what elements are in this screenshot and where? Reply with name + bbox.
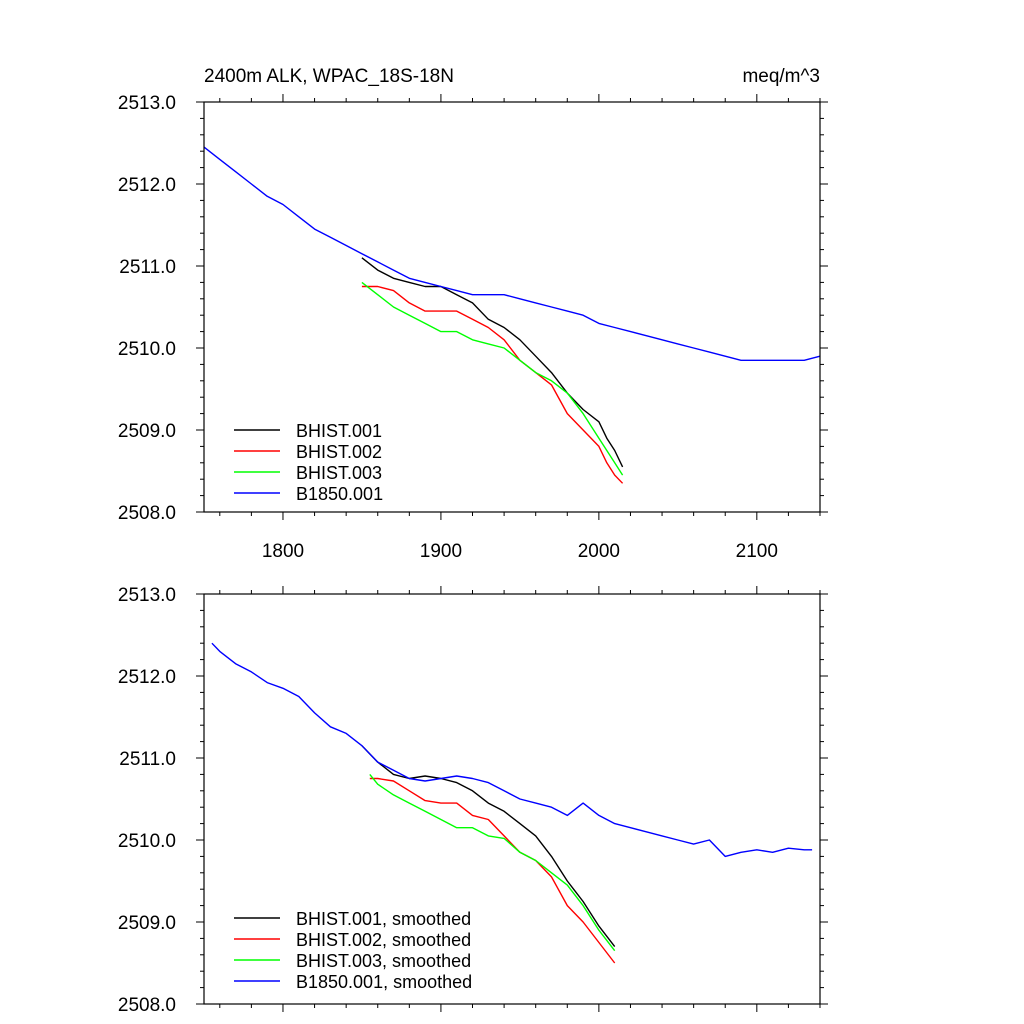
top-legend-label-1: BHIST.002 — [296, 442, 382, 462]
top-panel: 2400m ALK, WPAC_18S-18N meq/m^3 2508.025… — [118, 66, 828, 562]
top-y-tick-label: 2508.0 — [118, 503, 176, 524]
bottom-panel: 2508.0 2509.0 2510.0 2511.0 2512.0 2513.0 BHI… — [118, 585, 828, 1016]
top-chart-title: 2400m ALK, WPAC_18S-18N — [204, 66, 454, 87]
top-plot-lines — [203, 146, 821, 484]
bottom-legend-label-0: BHIST.001, smoothed — [296, 909, 471, 929]
bottom-y-tick-label: 2508.0 — [118, 995, 176, 1016]
top-legend-label-3: B1850.001 — [296, 484, 383, 504]
top-series-line-1 — [361, 285, 624, 484]
bottom-y-tick-labels: 2508.0 2509.0 2510.0 2511.0 2512.0 2513.0 — [118, 585, 176, 1016]
top-y-tick-label: 2513.0 — [118, 93, 176, 114]
bottom-series-line-1 — [369, 777, 616, 964]
top-y-tick-labels: 2508.0 2509.0 2510.0 2511.0 2512.0 2513.0 — [118, 93, 176, 524]
top-x-tick-label: 2100 — [736, 541, 778, 562]
bottom-y-tick-label: 2509.0 — [118, 913, 176, 934]
bottom-y-tick-label: 2513.0 — [118, 585, 176, 606]
bottom-series-line-2 — [369, 773, 616, 952]
bottom-y-tick-label: 2512.0 — [118, 667, 176, 688]
top-x-tick-labels: 1800 1900 2000 2100 — [262, 541, 778, 562]
bottom-axis-ticks — [196, 586, 828, 1012]
bottom-legend-label-3: B1850.001, smoothed — [296, 972, 472, 992]
bottom-plot-frame — [203, 593, 821, 1005]
bottom-y-tick-label: 2510.0 — [118, 831, 176, 852]
top-y-tick-label: 2512.0 — [118, 175, 176, 196]
bottom-legend-label-1: BHIST.002, smoothed — [296, 930, 471, 950]
top-x-tick-label: 1800 — [262, 541, 304, 562]
top-legend-label-2: BHIST.003 — [296, 463, 382, 483]
top-plot-frame — [203, 101, 821, 513]
top-series-line-3 — [203, 146, 821, 361]
bottom-y-tick-label: 2511.0 — [119, 749, 176, 770]
bottom-series-line-3 — [211, 642, 813, 858]
top-series-line-2 — [361, 281, 624, 476]
bottom-series-line-0 — [361, 745, 616, 948]
top-series-line-0 — [361, 257, 624, 468]
bottom-plot-lines — [211, 642, 813, 964]
top-x-tick-label: 1900 — [420, 541, 462, 562]
top-x-tick-label: 2000 — [578, 541, 620, 562]
top-y-tick-label: 2510.0 — [118, 339, 176, 360]
bottom-legend-label-2: BHIST.003, smoothed — [296, 951, 471, 971]
top-y-tick-label: 2511.0 — [119, 257, 176, 278]
top-axis-ticks — [196, 94, 828, 520]
top-legend-label-0: BHIST.001 — [296, 421, 382, 441]
top-chart-units: meq/m^3 — [742, 66, 820, 87]
top-y-tick-label: 2509.0 — [118, 421, 176, 442]
